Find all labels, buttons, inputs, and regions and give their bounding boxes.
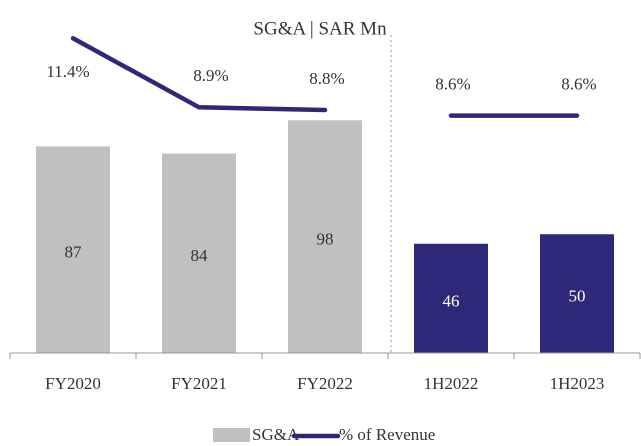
line-value-label: 8.6%	[561, 74, 596, 93]
line-value-label: 11.4%	[46, 62, 89, 81]
bar-value-label: 87	[65, 243, 83, 262]
line-value-label: 8.6%	[435, 74, 470, 93]
bar	[288, 120, 362, 353]
x-tick-label: 1H2023	[550, 374, 605, 393]
bar	[414, 243, 488, 353]
bar-value-label: 46	[443, 291, 460, 310]
x-tick-label: 1H2022	[424, 374, 479, 393]
bar	[540, 234, 614, 353]
bar-value-label: 84	[191, 246, 209, 265]
line-value-label: 8.9%	[193, 66, 228, 85]
line-value-label: 8.8%	[309, 69, 344, 88]
chart-title: SG&A | SAR Mn	[253, 18, 387, 39]
bar	[36, 146, 110, 353]
x-tick-label: FY2020	[45, 374, 101, 393]
legend-label: SG&A	[252, 425, 300, 444]
bar-value-label: 50	[569, 287, 586, 306]
x-tick-label: FY2021	[171, 374, 227, 393]
x-tick-label: FY2022	[297, 374, 353, 393]
bar	[162, 153, 236, 353]
bar-value-label: 98	[317, 230, 334, 249]
legend-swatch	[213, 428, 250, 442]
line	[70, 36, 328, 113]
legend-label: % of Revenue	[339, 425, 435, 444]
